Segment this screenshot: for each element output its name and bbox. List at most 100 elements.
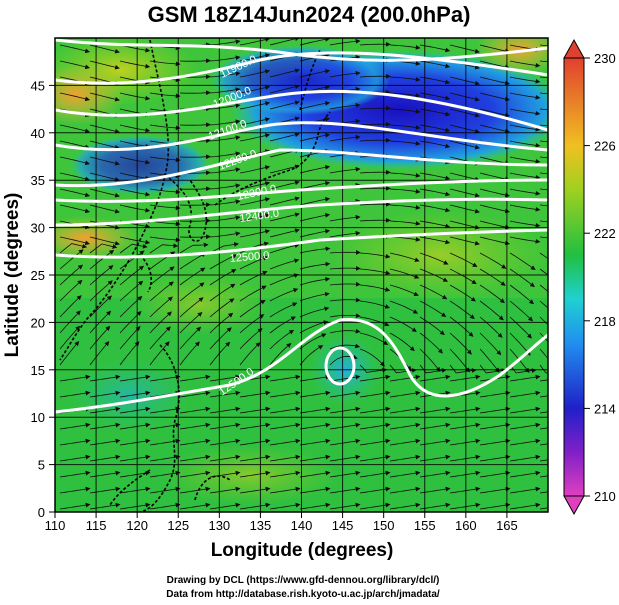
streamline <box>119 124 151 133</box>
streamline <box>239 213 271 222</box>
streamline <box>239 270 268 286</box>
streamline <box>59 502 91 510</box>
streamline <box>479 284 505 304</box>
streamline <box>269 438 301 446</box>
y-axis-label: Latitude (degrees) <box>2 193 23 358</box>
streamline <box>209 167 241 174</box>
colorbar-scale <box>563 57 585 497</box>
streamline <box>209 119 241 126</box>
y-tick-label: 0 <box>38 505 45 520</box>
streamline <box>209 71 241 78</box>
streamline <box>329 214 361 222</box>
streamline <box>449 502 481 510</box>
streamline <box>179 297 204 318</box>
streamline <box>329 281 361 287</box>
streamline <box>479 188 510 198</box>
x-tick-label: 115 <box>86 518 107 533</box>
streamline <box>539 188 548 191</box>
streamline <box>269 406 301 414</box>
streamline <box>359 300 390 309</box>
x-tick-label: 155 <box>414 518 436 533</box>
y-tick-label: 15 <box>31 363 45 378</box>
streamline <box>89 390 121 398</box>
streamline <box>479 364 507 374</box>
y-tick-label: 25 <box>31 268 45 283</box>
streamline <box>89 236 120 246</box>
streamline <box>329 438 361 446</box>
streamline <box>119 156 151 165</box>
streamline <box>359 390 391 398</box>
streamline <box>59 340 80 366</box>
streamline <box>299 196 331 206</box>
streamline <box>329 422 361 430</box>
streamline <box>509 300 534 322</box>
streamline <box>59 390 91 398</box>
streamline <box>239 406 271 414</box>
streamline <box>119 390 151 398</box>
streamline <box>389 172 421 178</box>
streamline <box>359 121 391 127</box>
streamline <box>449 422 481 430</box>
streamline <box>299 291 330 302</box>
streamline <box>329 70 361 78</box>
streamline <box>299 212 331 222</box>
streamline <box>239 470 271 478</box>
streamline <box>299 246 331 254</box>
streamline <box>479 92 510 102</box>
streamline <box>359 422 391 430</box>
x-tick-label: 145 <box>332 518 354 533</box>
x-axis-ticks: 110 115 120 125 130 135 140 145 150 155 160 165 <box>45 512 518 533</box>
streamline <box>299 345 324 366</box>
streamline <box>359 217 391 223</box>
colorbar-tick-label: 214 <box>594 401 616 416</box>
streamline <box>239 390 271 398</box>
streamline <box>359 284 391 292</box>
lat-lon-grid <box>55 38 548 512</box>
streamline <box>539 379 548 382</box>
streamline <box>179 218 211 224</box>
streamline <box>359 470 391 478</box>
streamline <box>539 236 548 239</box>
colorbar-tick-label: 226 <box>594 139 616 154</box>
streamline <box>389 486 421 494</box>
streamline <box>539 220 548 223</box>
streamline <box>209 39 241 46</box>
streamline <box>239 85 271 94</box>
streamline <box>89 486 121 494</box>
streamline <box>59 60 90 70</box>
streamline <box>329 38 361 46</box>
streamline <box>209 298 235 318</box>
x-tick-label: 120 <box>126 518 148 533</box>
streamline <box>239 38 271 46</box>
streamline <box>509 188 541 196</box>
colorbar: 210 214 218 222 226 230 <box>563 38 616 516</box>
streamline <box>209 454 241 462</box>
streamline <box>449 108 480 118</box>
streamline <box>209 231 241 238</box>
streamline <box>389 44 421 50</box>
streamline <box>239 149 271 158</box>
streamline <box>89 406 121 414</box>
streamline <box>269 228 300 238</box>
streamline <box>209 269 237 286</box>
streamline <box>209 103 241 110</box>
streamline <box>269 374 301 382</box>
colorbar-tick-label: 210 <box>594 489 616 504</box>
streamline <box>59 325 81 350</box>
streamline <box>269 273 299 286</box>
streamline <box>389 332 415 352</box>
streamline <box>59 236 90 246</box>
streamline <box>389 252 420 262</box>
streamline <box>509 236 541 244</box>
streamline <box>449 204 480 214</box>
streamline <box>179 502 211 510</box>
streamline <box>449 374 481 382</box>
streamline <box>359 73 391 79</box>
streamline <box>269 316 296 334</box>
streamline <box>149 296 173 318</box>
streamline <box>179 202 211 208</box>
streamline <box>119 326 141 350</box>
streamline <box>479 252 507 269</box>
streamline <box>419 332 443 354</box>
streamline <box>119 438 151 446</box>
